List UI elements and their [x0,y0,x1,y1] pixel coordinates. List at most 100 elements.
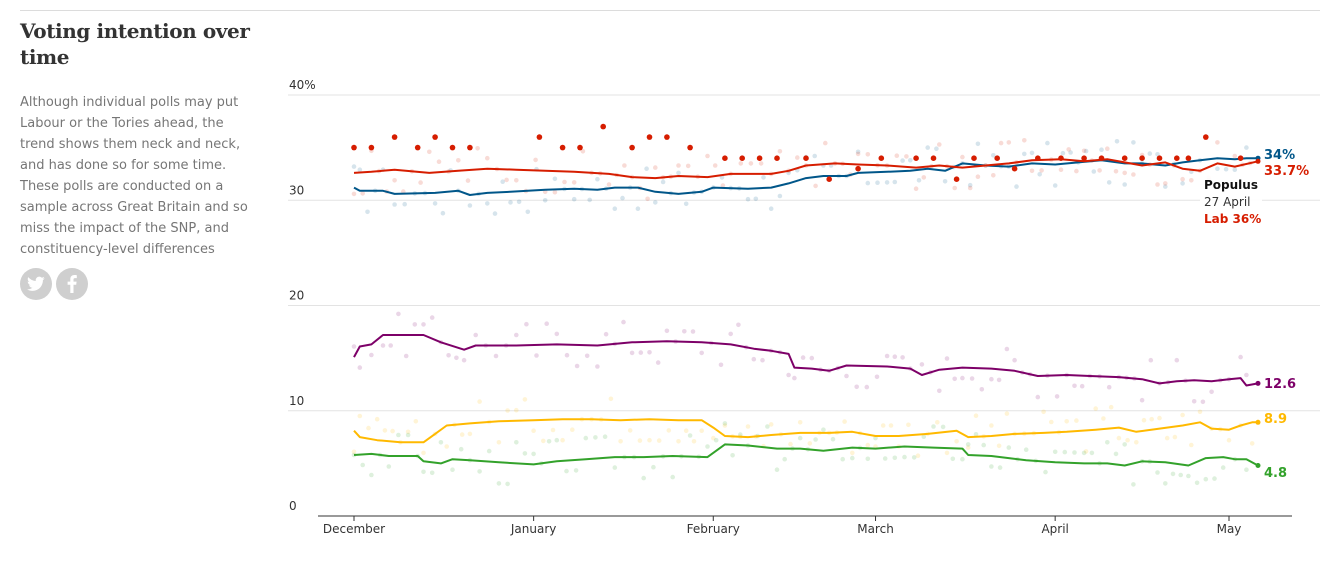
poll-dot [1097,168,1102,173]
poll-dot [1212,476,1217,481]
poll-dot [554,437,560,443]
poll-dot [1244,145,1249,150]
poll-dot [1054,394,1060,399]
poll-dot [979,387,985,392]
x-tick-label: January [510,522,557,536]
poll-dot [1060,150,1066,156]
poll-dot [542,198,548,203]
poll-dot [351,449,357,455]
poll-dot [351,344,357,349]
poll-dot [1249,441,1255,446]
poll-dot [1134,440,1139,445]
highlighted-poll-dot [739,155,745,161]
poll-dot [1022,138,1027,143]
poll-dot [374,416,380,422]
poll-dot [996,443,1002,449]
highlighted-poll-dot [449,144,456,151]
poll-dot [765,424,770,429]
poll-dot [664,328,670,334]
poll-dot [653,165,658,170]
poll-dot [1141,417,1147,423]
poll-dot [722,421,728,426]
poll-dot [1189,178,1194,183]
poll-dot [850,450,855,456]
lab-end-label: 33.7% [1264,164,1309,179]
poll-dot [1223,166,1229,172]
x-tick-label: February [687,522,740,536]
poll-dot [865,456,871,462]
poll-dot [554,331,560,337]
poll-dot [666,428,672,433]
poll-dot [606,182,612,187]
poll-dot [570,427,575,433]
chart-description: Although individual polls may put Labour… [20,95,248,257]
poll-dot [931,424,936,429]
highlighted-poll-dot [600,123,606,130]
poll-dot [1238,354,1243,360]
y-tick-label: 40% [289,78,316,92]
poll-dot [1131,140,1136,145]
poll-dot [421,322,426,327]
highlighted-poll-dot [774,155,780,161]
poll-dot [571,196,577,202]
poll-dot [645,196,650,202]
poll-dot [973,432,979,437]
poll-dot [473,332,479,338]
poll-dot [641,475,646,481]
tooltip-date: 27 April [1204,195,1251,209]
poll-dot [937,142,942,147]
highlighted-poll-dot [1156,155,1163,161]
poll-dot [380,343,386,348]
poll-dot [777,149,783,154]
poll-dot [960,456,965,462]
poll-dot [365,209,370,215]
poll-dot [369,472,374,478]
green-trend-line [353,443,1259,467]
highlighted-poll-dot [930,155,937,161]
poll-dot [676,170,681,176]
poll-dot [960,154,965,160]
poll-dot [421,469,426,475]
ld-end-label: 8.9 [1264,412,1287,427]
poll-dot [840,456,845,462]
end-labels-layer: 34%33.7% 12.6 8.9 4.8 [1255,148,1309,481]
poll-dot [429,470,435,476]
chart-title: Voting intention over time [20,19,250,69]
twitter-share-button[interactable] [20,268,52,300]
poll-dot [427,149,432,155]
y-tick-label: 20 [289,289,304,303]
poll-dot [683,201,689,207]
tooltip-layer: Populus 27 April Lab 36% [1200,174,1262,226]
poll-dot [580,149,586,154]
poll-dot [892,354,898,360]
poll-dot [950,456,956,462]
lab-end-point [1255,158,1261,164]
poll-dot [676,439,681,444]
poll-dot [973,413,979,419]
poll-dot [1163,184,1168,189]
highlighted-poll-dot [1185,155,1192,161]
poll-dot [351,164,357,169]
poll-dot [461,357,467,363]
facebook-share-button[interactable] [56,268,88,300]
highlighted-poll-dot [913,155,919,161]
poll-dot [1163,481,1168,486]
poll-dot [1164,435,1170,441]
poll-dot [812,153,817,159]
poll-dot [421,450,426,456]
poll-dot [844,373,849,379]
poll-dot [440,210,446,216]
poll-dot [514,178,519,183]
poll-dot [913,186,919,191]
poll-dot [418,180,423,185]
ukip-end-label: 12.6 [1264,377,1296,392]
poll-dot [713,437,719,443]
poll-dot [705,444,710,449]
poll-dot [1064,419,1069,424]
poll-dot [748,161,754,166]
poll-dot [656,438,662,443]
highlighted-poll-dot [855,165,861,172]
poll-dot [655,360,661,365]
poll-dot [967,185,973,191]
poll-dot [911,455,917,460]
